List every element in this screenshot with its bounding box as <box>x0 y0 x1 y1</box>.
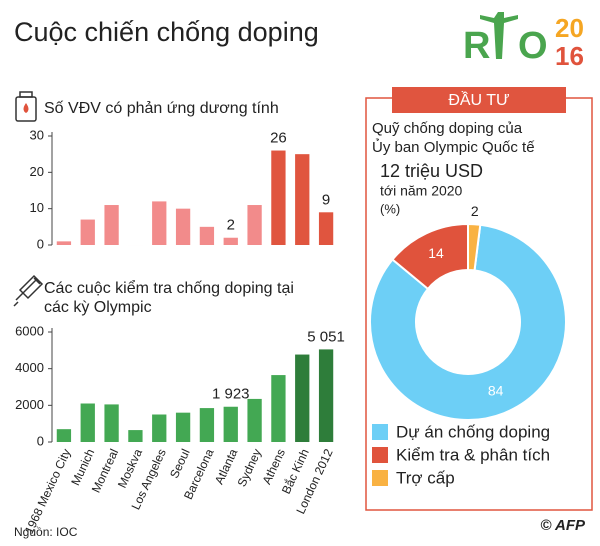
credit: © AFP <box>540 517 586 534</box>
bar <box>152 201 167 245</box>
data-label: 5 051 <box>307 328 345 345</box>
y-tick-label: 0 <box>37 433 44 448</box>
y-tick-label: 2000 <box>15 397 44 412</box>
pie-subtitle: Quỹ chống doping của <box>372 120 523 137</box>
data-label: 26 <box>270 130 287 147</box>
bar <box>318 349 334 442</box>
y-tick-label: 6000 <box>15 323 44 338</box>
x-tick-label: 1968 Mexico City <box>22 447 74 536</box>
bar <box>104 404 119 442</box>
bar <box>80 219 95 245</box>
chart-title: Số VĐV có phản ứng dương tính <box>44 100 279 117</box>
data-label: 84 <box>488 382 504 398</box>
legend-label: Kiểm tra & phân tích <box>396 445 550 464</box>
bar <box>271 150 286 245</box>
bar <box>295 354 310 442</box>
bar <box>175 412 191 442</box>
data-label: 2 <box>471 203 479 219</box>
legend-swatch <box>372 447 388 463</box>
legend-swatch <box>372 470 388 486</box>
y-tick-label: 20 <box>30 164 44 179</box>
y-tick-label: 30 <box>30 127 44 142</box>
pie-slice <box>467 222 482 272</box>
bottle-icon <box>15 91 37 122</box>
bar <box>199 226 215 245</box>
chart-title: Các cuộc kiểm tra chống doping tại các kỳ… <box>44 279 294 316</box>
bar <box>80 403 95 442</box>
data-label: 14 <box>428 245 444 261</box>
pie-period: tới năm 2020 <box>380 183 463 199</box>
logo-figure <box>480 12 518 59</box>
bar <box>295 154 310 245</box>
bar <box>247 205 262 245</box>
y-tick-label: 4000 <box>15 360 44 375</box>
title: Cuộc chiến chống doping <box>14 17 319 47</box>
pie-amount: 12 triệu USD <box>380 161 483 181</box>
bar <box>104 205 119 245</box>
pie-slice <box>369 223 567 421</box>
bar <box>223 406 238 442</box>
logo-letter: R <box>463 25 490 67</box>
y-tick-label: 10 <box>30 200 44 215</box>
y-tick-label: 0 <box>37 236 44 251</box>
logo-year: 16 <box>555 41 584 71</box>
pie-unit: (%) <box>380 201 400 216</box>
syringe-icon <box>13 274 44 307</box>
panel-header <box>392 87 566 113</box>
bar <box>152 414 167 442</box>
bar <box>271 375 286 442</box>
logo-letter: O <box>518 25 548 67</box>
legend-label: Dự án chống doping <box>396 422 550 441</box>
bar <box>56 241 72 245</box>
bar <box>223 237 238 245</box>
bar <box>128 430 143 442</box>
x-tick-label: Seoul <box>167 447 193 481</box>
bar <box>318 212 334 245</box>
legend-label: Trợ cấp <box>396 468 455 487</box>
pie-subtitle: Ủy ban Olympic Quốc tế <box>372 138 535 156</box>
data-label: 2 <box>227 217 235 234</box>
data-label: 9 <box>322 191 330 208</box>
logo-year: 20 <box>555 13 584 43</box>
legend-swatch <box>372 424 388 440</box>
source: Nguồn: IOC <box>14 525 78 539</box>
data-label: 1 923 <box>212 386 250 403</box>
bar <box>175 208 191 245</box>
panel-header-text: ĐẦU TƯ <box>448 90 509 109</box>
logo: R O 20 16 <box>463 12 584 71</box>
bar <box>199 408 215 442</box>
bar <box>247 398 262 442</box>
bar <box>56 429 72 442</box>
